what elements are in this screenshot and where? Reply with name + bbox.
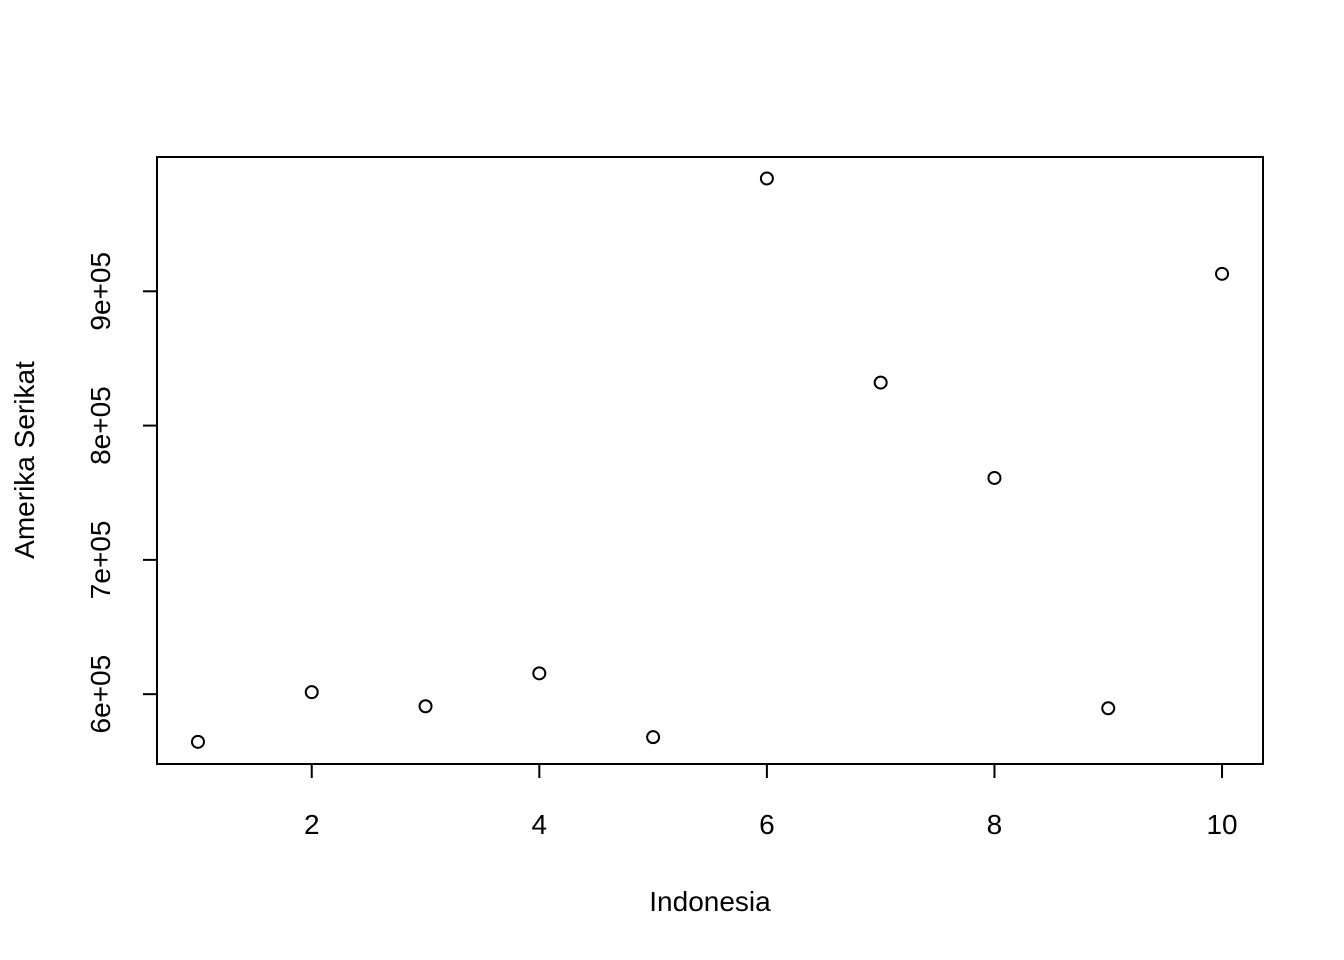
data-point [1215,266,1230,281]
y-axis-title: Amerika Serikat [9,361,40,559]
data-point [418,699,433,714]
x-tick-label: 6 [759,809,775,840]
data-point [873,375,888,390]
x-tick-label: 8 [987,809,1003,840]
data-point [759,171,774,186]
y-tick-label: 9e+05 [85,252,116,331]
data-point [646,730,661,745]
x-tick-label: 2 [304,809,320,840]
data-points [190,171,1230,749]
y-tick-label: 6e+05 [85,655,116,734]
y-axis: 6e+05 7e+05 8e+05 9e+05 [85,252,158,734]
x-tick-label: 4 [532,809,548,840]
y-tick-label: 8e+05 [85,386,116,465]
data-point [304,685,319,700]
x-axis: 2 4 6 8 10 [304,763,1238,840]
x-tick-label: 10 [1206,809,1237,840]
y-tick-label: 7e+05 [85,521,116,600]
plot-frame [156,156,1264,765]
data-point [190,734,205,749]
data-point [987,470,1002,485]
data-point [532,666,547,681]
x-axis-title: Indonesia [649,886,771,917]
data-point [1101,701,1116,716]
